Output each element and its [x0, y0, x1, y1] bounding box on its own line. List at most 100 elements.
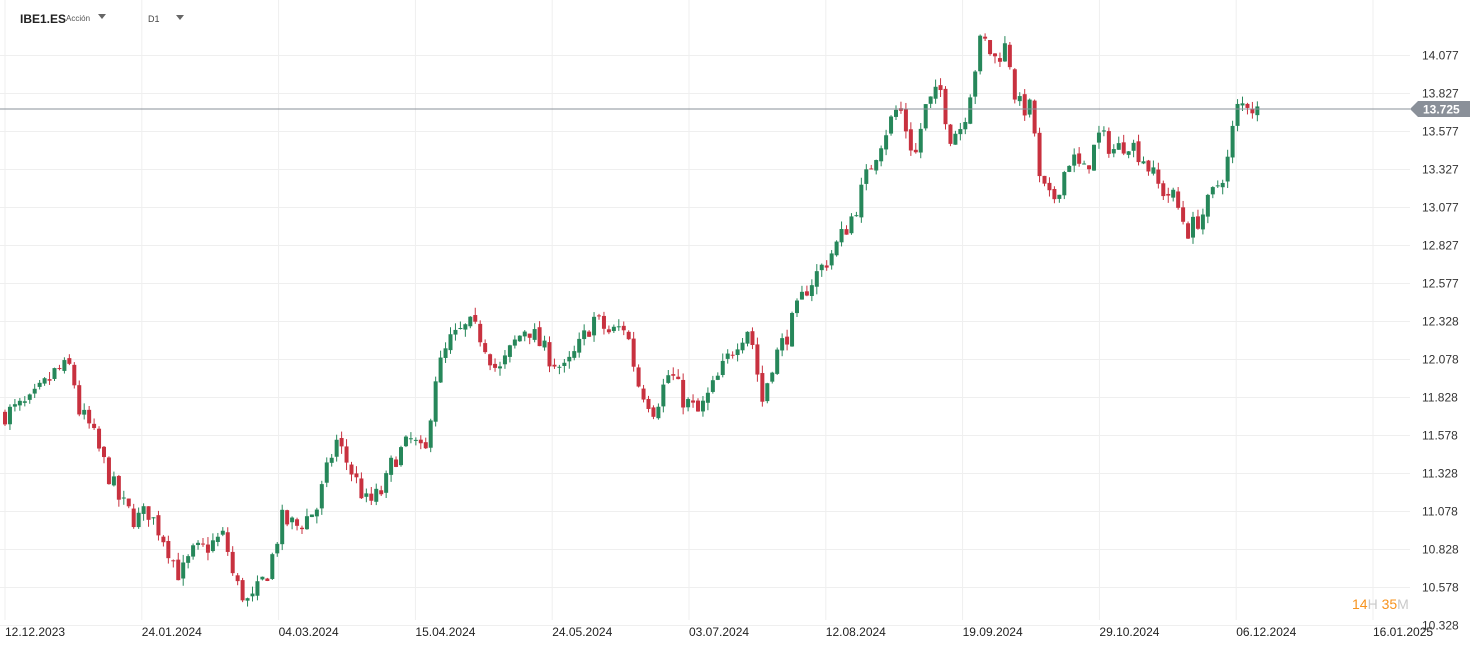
candle-body	[814, 271, 819, 287]
candle-body	[22, 401, 27, 403]
candle-body	[953, 133, 958, 145]
candle-body	[656, 406, 661, 419]
x-tick-label: 15.04.2024	[415, 625, 475, 639]
candle-body	[948, 124, 953, 144]
candle	[735, 343, 740, 362]
candle-body	[785, 336, 790, 345]
candle	[943, 86, 948, 130]
candle-body	[1017, 96, 1022, 102]
candle-body	[502, 355, 507, 365]
candle	[829, 250, 834, 270]
candle-body	[740, 342, 745, 351]
candle	[745, 331, 750, 347]
candle-body	[488, 354, 493, 366]
candle	[641, 384, 646, 403]
candle-body	[765, 383, 770, 402]
candle	[1166, 187, 1171, 203]
candle	[889, 115, 894, 136]
candle	[1092, 144, 1096, 171]
candle	[300, 525, 304, 535]
candle	[775, 347, 780, 375]
y-tick-label: 10.328	[1422, 619, 1459, 633]
x-tick-label: 24.05.2024	[552, 625, 612, 639]
candle-body	[572, 351, 577, 358]
candle-body	[869, 168, 874, 170]
candle-body	[478, 323, 483, 343]
timeframe-dropdown-caret-icon[interactable]	[176, 15, 184, 20]
candle	[651, 405, 656, 420]
candle-body	[928, 96, 933, 104]
candle-body	[42, 378, 47, 384]
candle-body	[666, 375, 671, 383]
candle	[1037, 127, 1042, 183]
candle-body	[1245, 103, 1250, 108]
candle-body	[710, 380, 715, 392]
candle-body	[102, 446, 106, 458]
candle	[413, 437, 418, 446]
candle-body	[300, 527, 304, 530]
candle-body	[884, 135, 889, 150]
y-tick-label: 13.577	[1422, 125, 1459, 139]
candle-body	[201, 543, 205, 545]
candle-body	[968, 97, 973, 124]
candle	[928, 96, 933, 109]
candle	[765, 382, 770, 404]
y-axis: 14.077 13.827 13.577 13.327 13.077 12.827 12.5…	[1422, 49, 1459, 633]
symbol-dropdown-caret-icon[interactable]	[98, 14, 106, 19]
timeframe-selector[interactable]: D1	[148, 14, 160, 24]
candle-body	[1096, 132, 1101, 143]
candle	[661, 378, 666, 413]
candle-body	[854, 215, 859, 217]
candle-body	[824, 265, 829, 268]
candle-body	[770, 372, 775, 382]
candle-body	[67, 358, 72, 364]
candle-body	[700, 400, 705, 412]
candle	[804, 285, 809, 297]
candle	[948, 123, 953, 147]
candle-body	[389, 457, 394, 475]
candle	[394, 456, 399, 468]
candle-body	[978, 35, 983, 72]
candle	[686, 397, 691, 412]
candle	[1027, 98, 1032, 118]
candle	[32, 383, 37, 398]
candle-body	[686, 399, 691, 408]
candle-body	[121, 497, 126, 499]
candle-body	[136, 512, 141, 528]
candle-body	[705, 392, 710, 403]
candle	[448, 327, 453, 354]
symbol-label[interactable]: IBE1.ES	[20, 12, 67, 26]
candle-body	[205, 544, 210, 553]
candle-body	[1032, 100, 1037, 134]
candle-body	[255, 581, 260, 596]
candle-body	[493, 363, 498, 368]
candle	[908, 122, 913, 156]
candle	[438, 350, 443, 383]
candle-body	[1022, 94, 1027, 116]
x-tick-label: 16.01.2025	[1373, 625, 1433, 639]
candle	[205, 537, 210, 561]
candle-body	[809, 285, 814, 296]
candle	[983, 33, 988, 41]
candle	[1042, 175, 1047, 187]
candle	[1141, 156, 1146, 165]
candle-body	[250, 593, 255, 597]
candle	[1255, 101, 1260, 122]
candle-body	[1072, 154, 1077, 166]
candle-body	[676, 376, 681, 380]
candle-body	[235, 575, 240, 582]
candle	[493, 358, 498, 372]
candle	[1111, 144, 1116, 158]
y-tick-label: 11.578	[1422, 429, 1458, 443]
candle-body	[171, 560, 176, 562]
candle-body	[151, 517, 156, 519]
candle	[1052, 186, 1057, 204]
candle-body	[220, 530, 225, 535]
candle	[399, 445, 403, 467]
candle	[760, 365, 765, 407]
candle-body	[819, 264, 824, 271]
candle-body	[245, 598, 250, 601]
candle-body	[1136, 141, 1141, 163]
candle	[606, 325, 611, 335]
